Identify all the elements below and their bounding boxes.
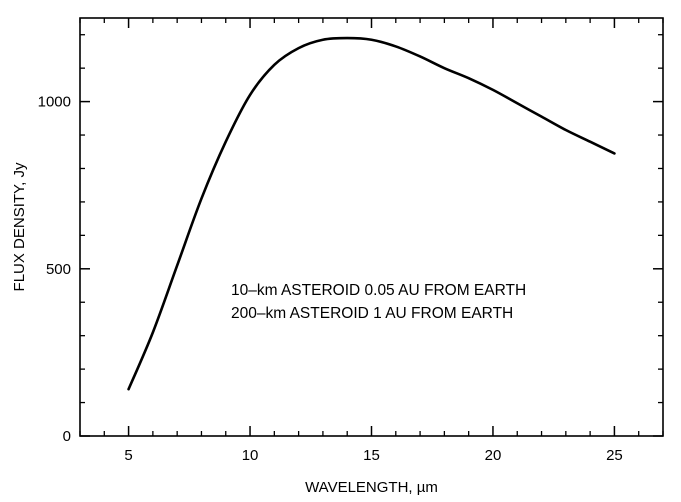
major-ticks (80, 18, 663, 437)
y-tick-label: 0 (63, 428, 71, 445)
series-line (127, 36, 616, 391)
x-tick-label: 5 (124, 447, 132, 464)
x-tick-label: 25 (606, 447, 623, 464)
y-tick-label: 500 (46, 261, 71, 278)
plot-frame (79, 17, 664, 437)
x-axis-title: WAVELENGTH, µm (305, 479, 438, 496)
annotation-line-2: 200–km ASTEROID 1 AU FROM EARTH (231, 305, 513, 322)
annotation-line-1: 10–km ASTEROID 0.05 AU FROM EARTH (231, 282, 526, 299)
y-tick-label: 1000 (38, 94, 71, 111)
x-tick-label: 20 (485, 447, 502, 464)
y-tick-labels: 0 500 1000 (38, 94, 71, 445)
x-tick-label: 15 (363, 447, 380, 464)
x-tick-labels: 5 10 15 20 25 (124, 447, 622, 464)
minor-ticks (79, 18, 664, 436)
x-tick-label: 10 (242, 447, 259, 464)
y-axis-title: FLUX DENSITY, Jy (11, 162, 28, 291)
